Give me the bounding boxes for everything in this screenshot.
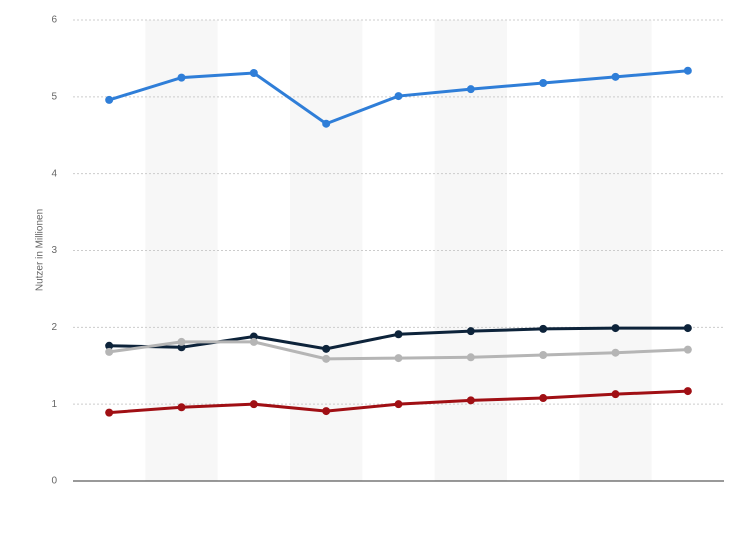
data-point: [394, 354, 403, 363]
data-point: [683, 387, 692, 396]
data-point: [177, 73, 186, 82]
y-tick-label: 5: [51, 91, 57, 102]
data-point: [611, 390, 620, 399]
y-tick-label: 2: [51, 322, 57, 333]
data-point: [466, 353, 475, 362]
y-axis-label: Nutzer in Millionen: [35, 209, 46, 291]
data-point: [105, 341, 114, 350]
data-point: [466, 85, 475, 94]
data-point: [466, 396, 475, 405]
data-point: [322, 119, 331, 128]
data-point: [539, 350, 548, 359]
data-point: [539, 324, 548, 333]
y-tick-label: 1: [51, 399, 57, 410]
data-point: [105, 408, 114, 417]
y-tick-label: 3: [51, 245, 57, 256]
data-point: [177, 403, 186, 412]
y-tick-label: 6: [51, 15, 57, 26]
data-point: [322, 354, 331, 363]
data-point: [683, 345, 692, 354]
data-point: [249, 337, 258, 346]
data-point: [539, 79, 548, 88]
data-point: [683, 324, 692, 333]
data-point: [177, 337, 186, 346]
data-point: [394, 330, 403, 339]
data-point: [394, 400, 403, 409]
data-point: [611, 72, 620, 81]
band-shade: [579, 20, 652, 481]
data-point: [105, 95, 114, 104]
data-point: [611, 348, 620, 357]
data-point: [394, 92, 403, 101]
data-point: [322, 407, 331, 416]
data-point: [611, 324, 620, 333]
data-point: [249, 400, 258, 409]
data-point: [539, 394, 548, 403]
y-tick-label: 0: [51, 476, 57, 487]
data-point: [322, 344, 331, 353]
data-point: [466, 327, 475, 336]
data-point: [249, 69, 258, 78]
data-point: [683, 66, 692, 75]
y-tick-label: 4: [51, 168, 57, 179]
data-point: [105, 347, 114, 356]
